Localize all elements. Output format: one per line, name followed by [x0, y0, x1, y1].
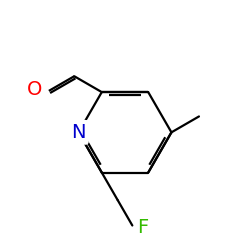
Text: O: O: [27, 80, 43, 99]
Text: F: F: [137, 218, 148, 238]
Text: N: N: [71, 123, 86, 142]
